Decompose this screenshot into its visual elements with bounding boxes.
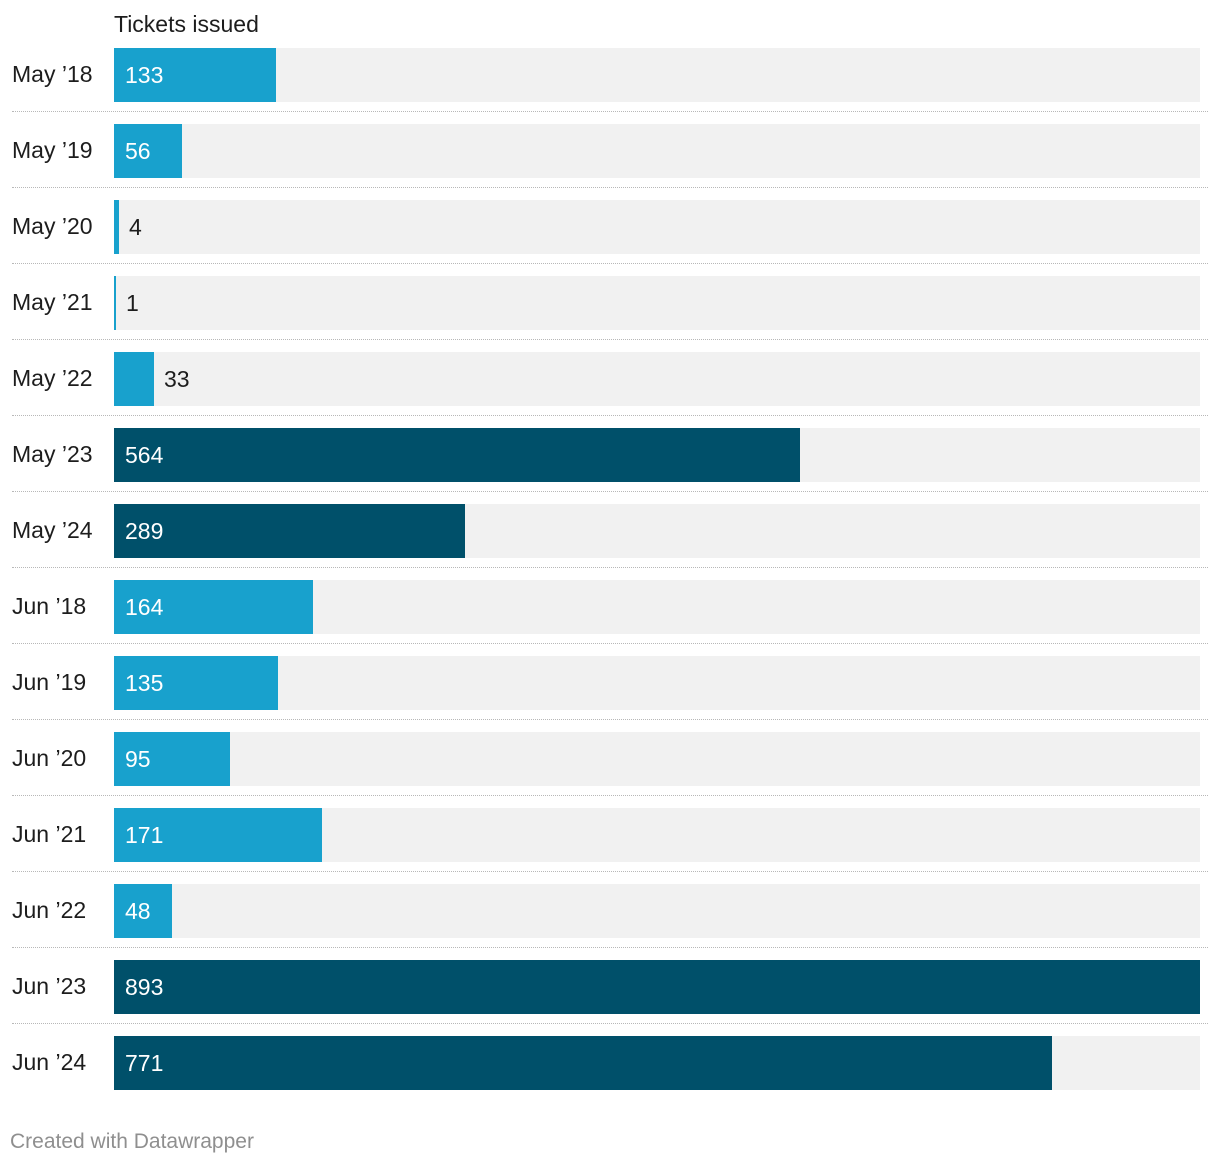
bar-row: May ’18 133 — [0, 36, 1220, 112]
column-header: Tickets issued — [114, 11, 259, 37]
row-divider — [12, 111, 1208, 112]
bar-row: Jun ’21 171 — [0, 796, 1220, 872]
bar-track: 33 — [114, 352, 1200, 406]
bar-track: 564 — [114, 428, 1200, 482]
value-label: 164 — [125, 594, 164, 620]
category-label: Jun ’22 — [12, 897, 87, 923]
value-label: 771 — [125, 1050, 164, 1076]
value-label: 171 — [125, 822, 164, 848]
row-divider — [12, 567, 1208, 568]
row-divider — [12, 415, 1208, 416]
row-divider — [12, 187, 1208, 188]
category-label: May ’24 — [12, 517, 93, 543]
category-label: May ’20 — [12, 213, 93, 239]
value-label: 56 — [125, 138, 151, 164]
value-label: 4 — [129, 214, 142, 240]
bar[interactable] — [114, 884, 172, 938]
value-label: 33 — [164, 366, 190, 392]
category-label: Jun ’19 — [12, 669, 87, 695]
bar-row: Jun ’18 164 — [0, 568, 1220, 644]
category-label: Jun ’20 — [12, 745, 87, 771]
value-label: 893 — [125, 974, 164, 1000]
row-divider — [12, 947, 1208, 948]
bar-track: 133 — [114, 48, 1200, 102]
bar-track: 56 — [114, 124, 1200, 178]
category-label: May ’22 — [12, 365, 93, 391]
bar-row: Jun ’19 135 — [0, 644, 1220, 720]
category-label: Jun ’21 — [12, 821, 87, 847]
bar-track: 171 — [114, 808, 1200, 862]
bar-row: May ’23 564 — [0, 416, 1220, 492]
bar[interactable] — [114, 732, 230, 786]
bar-row: Jun ’20 95 — [0, 720, 1220, 796]
bar-row: Jun ’22 48 — [0, 872, 1220, 948]
bar-track: 289 — [114, 504, 1200, 558]
category-label: May ’21 — [12, 289, 93, 315]
value-label: 95 — [125, 746, 151, 772]
category-label: May ’18 — [12, 61, 93, 87]
bar[interactable] — [114, 808, 322, 862]
bar-row: Jun ’23 893 — [0, 948, 1220, 1024]
value-label: 48 — [125, 898, 151, 924]
bar[interactable] — [114, 504, 465, 558]
value-label: 564 — [125, 442, 164, 468]
row-divider — [12, 643, 1208, 644]
bar[interactable] — [114, 276, 116, 330]
bar[interactable] — [114, 428, 800, 482]
bar-track: 48 — [114, 884, 1200, 938]
bar-track: 4 — [114, 200, 1200, 254]
bar[interactable] — [114, 960, 1200, 1014]
bar[interactable] — [114, 656, 278, 710]
row-divider — [12, 795, 1208, 796]
bar-row: May ’20 4 — [0, 188, 1220, 264]
row-divider — [12, 491, 1208, 492]
bar-track: 771 — [114, 1036, 1200, 1090]
bar[interactable] — [114, 352, 154, 406]
value-label: 133 — [125, 62, 164, 88]
row-divider — [12, 719, 1208, 720]
bar-row: May ’19 56 — [0, 112, 1220, 188]
bar-row: May ’21 1 — [0, 264, 1220, 340]
row-divider — [12, 263, 1208, 264]
bar[interactable] — [114, 48, 276, 102]
value-label: 1 — [126, 290, 139, 316]
footer-credit[interactable]: Created with Datawrapper — [10, 1130, 254, 1153]
category-label: Jun ’23 — [12, 973, 87, 999]
bar-track: 135 — [114, 656, 1200, 710]
category-label: May ’19 — [12, 137, 93, 163]
category-label: Jun ’24 — [12, 1049, 87, 1075]
row-divider — [12, 871, 1208, 872]
value-label: 135 — [125, 670, 164, 696]
bar[interactable] — [114, 200, 119, 254]
bar[interactable] — [114, 124, 182, 178]
bar-row: May ’22 33 — [0, 340, 1220, 416]
bar-track: 1 — [114, 276, 1200, 330]
bar-track: 893 — [114, 960, 1200, 1014]
category-label: May ’23 — [12, 441, 93, 467]
category-label: Jun ’18 — [12, 593, 87, 619]
bar-row: May ’24 289 — [0, 492, 1220, 568]
value-label: 289 — [125, 518, 164, 544]
bar-track: 95 — [114, 732, 1200, 786]
row-divider — [12, 339, 1208, 340]
bar-track: 164 — [114, 580, 1200, 634]
bar[interactable] — [114, 1036, 1052, 1090]
bar[interactable] — [114, 580, 313, 634]
row-divider — [12, 1023, 1208, 1024]
bar-row: Jun ’24 771 — [0, 1024, 1220, 1100]
